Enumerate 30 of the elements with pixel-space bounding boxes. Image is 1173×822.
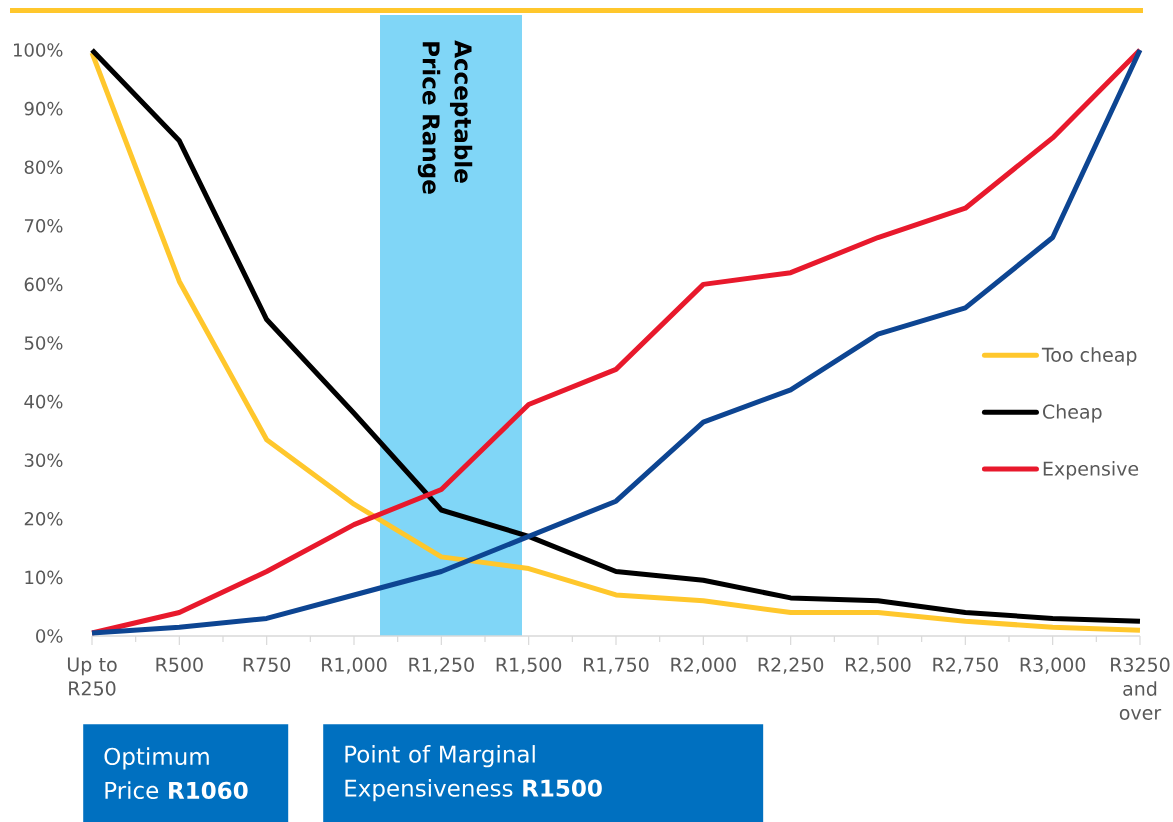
y-tick-label: 50% xyxy=(24,336,63,350)
text: Optimum Price R1060 xyxy=(104,747,248,800)
x-tick-label: R2,000 xyxy=(671,657,736,674)
x-tick-label: R1,250 xyxy=(409,657,474,674)
y-tick-label: 20% xyxy=(24,511,63,526)
y-tick-label: 30% xyxy=(24,453,63,467)
x-tick-label: R1,000 xyxy=(322,657,387,674)
x-tick-label: R1,750 xyxy=(584,657,649,674)
y-tick-label: 60% xyxy=(24,277,63,292)
y-tick-label: 40% xyxy=(24,394,63,409)
x-tick-label: R750 xyxy=(243,657,291,672)
y-tick-label: 80% xyxy=(24,160,63,174)
legend-label: Expensive xyxy=(1043,461,1139,480)
x-tick-label: R2,750 xyxy=(933,657,998,674)
x-tick-label: R2,500 xyxy=(846,657,911,674)
x-tick-label: R3250 and over xyxy=(1111,657,1170,720)
x-tick-label: R2,250 xyxy=(758,657,824,674)
y-tick-label: 10% xyxy=(25,570,63,585)
legend-label: Too cheap xyxy=(1041,347,1137,366)
x-tick-label: R3,000 xyxy=(1020,657,1086,674)
legend-label: Cheap xyxy=(1043,404,1102,423)
x-tick-label: R1,500 xyxy=(496,657,562,674)
y-tick-label: 100% xyxy=(13,43,63,57)
x-tick-label: R500 xyxy=(156,657,203,672)
y-tick-label: 90% xyxy=(24,101,63,116)
text: Point of Marginal Expensiveness R1500 xyxy=(345,745,602,802)
y-tick-label: 0% xyxy=(36,629,63,643)
annotation: Acceptable Price Range xyxy=(417,40,473,194)
x-tick-label: Up to R250 xyxy=(67,657,117,696)
y-tick-label: 70% xyxy=(24,218,63,233)
